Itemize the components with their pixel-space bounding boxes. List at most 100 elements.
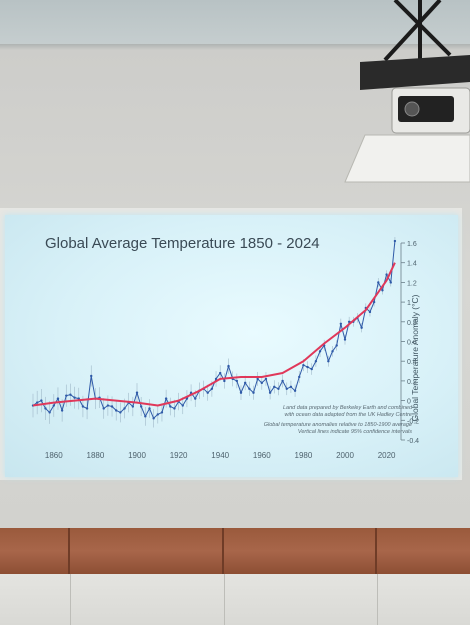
data-point xyxy=(73,396,76,399)
y-tick-label: -0.2 xyxy=(407,418,419,425)
x-tick-label: 1920 xyxy=(170,451,188,460)
ceiling xyxy=(0,0,470,50)
data-point xyxy=(69,393,72,396)
x-tick-label: 2000 xyxy=(336,451,354,460)
data-point xyxy=(214,377,218,381)
wood-seam xyxy=(375,528,377,574)
data-point xyxy=(44,407,47,410)
lower-wall xyxy=(0,574,470,625)
data-point xyxy=(277,387,280,390)
data-point xyxy=(306,365,309,369)
data-point xyxy=(256,377,259,381)
data-point xyxy=(302,363,305,367)
data-point xyxy=(106,404,110,407)
y-tick-label: -0.4 xyxy=(407,438,419,445)
data-point xyxy=(160,411,164,414)
data-point xyxy=(115,409,118,412)
data-point xyxy=(248,387,251,390)
data-point xyxy=(35,401,39,404)
data-point xyxy=(239,391,243,394)
data-point xyxy=(252,391,255,394)
data-point xyxy=(173,407,176,410)
data-point xyxy=(314,360,318,363)
projector-mount xyxy=(344,0,470,183)
credit-line-2: with ocean data adapted from the UK Hadl… xyxy=(284,412,413,418)
data-point xyxy=(289,385,293,389)
data-point xyxy=(331,350,334,353)
data-point xyxy=(389,281,392,284)
x-tick-label: 1940 xyxy=(211,451,229,460)
data-point xyxy=(164,397,168,400)
data-point xyxy=(189,391,193,394)
credit-line-4: Vertical lines indicate 95% confidence i… xyxy=(297,429,412,435)
credit-line-3: Global temperature anomalies relative to… xyxy=(263,422,412,428)
data-point xyxy=(144,415,147,418)
data-point xyxy=(169,405,172,408)
x-tick-label: 1980 xyxy=(295,451,313,460)
projector-lens-icon xyxy=(404,101,420,117)
data-point xyxy=(393,239,397,243)
trend-line xyxy=(32,262,396,407)
data-point xyxy=(148,407,151,410)
data-point xyxy=(343,338,347,341)
x-tick-label: 1860 xyxy=(45,451,63,460)
y-tick-label: 1 xyxy=(407,300,411,307)
y-tick-label: 0 xyxy=(407,399,411,406)
data-point xyxy=(223,379,226,383)
data-point xyxy=(381,289,384,292)
data-point xyxy=(206,391,209,394)
data-point xyxy=(194,397,197,400)
data-point xyxy=(318,350,322,353)
data-point xyxy=(90,374,93,378)
data-point xyxy=(327,360,330,363)
data-point xyxy=(65,394,68,397)
y-tick-label: 1.2 xyxy=(407,280,417,287)
data-point xyxy=(156,413,159,416)
x-tick-label: 1900 xyxy=(128,451,146,460)
data-point xyxy=(152,417,155,420)
data-point xyxy=(339,322,343,325)
data-point xyxy=(81,405,85,408)
data-point xyxy=(310,367,313,371)
data-point xyxy=(139,405,143,408)
data-point xyxy=(385,273,388,276)
data-point xyxy=(260,381,263,385)
data-point xyxy=(56,397,60,400)
chart-title: Global Average Temperature 1850 - 2024 xyxy=(45,235,320,252)
annual-anomaly-line xyxy=(32,240,396,420)
data-point xyxy=(102,407,105,410)
y-tick-label: 0.8 xyxy=(407,320,417,327)
data-point xyxy=(264,377,268,381)
data-point xyxy=(210,387,214,390)
x-tick-label: 2020 xyxy=(378,451,396,460)
y-tick-label: 1.4 xyxy=(407,261,417,268)
data-point xyxy=(135,391,139,394)
ceiling-edge xyxy=(0,44,470,52)
data-point xyxy=(110,405,114,408)
y-tick-label: 0.6 xyxy=(407,340,417,347)
wall-seam xyxy=(224,574,225,625)
data-point xyxy=(243,381,247,385)
data-point xyxy=(48,411,51,414)
data-point xyxy=(181,404,184,407)
y-tick-label: 1.6 xyxy=(407,241,417,248)
projected-slide: Global Average Temperature 1850 - 2024 G… xyxy=(5,215,458,477)
projector-top-plate xyxy=(360,55,470,90)
data-point xyxy=(85,407,89,410)
data-point xyxy=(227,364,230,368)
data-point xyxy=(119,411,122,414)
data-point xyxy=(377,281,380,284)
y-tick-label: 0.2 xyxy=(407,379,417,386)
data-point xyxy=(60,409,64,412)
wood-panel xyxy=(0,528,470,574)
projector-tray xyxy=(344,134,470,183)
data-point xyxy=(360,326,363,329)
wood-seam xyxy=(68,528,70,574)
credit-line-1: Land data prepared by Berkeley Earth and… xyxy=(282,405,412,411)
data-point xyxy=(131,405,135,408)
data-point xyxy=(235,379,239,383)
wall-seam xyxy=(377,574,378,625)
x-tick-label: 1960 xyxy=(253,451,271,460)
data-point xyxy=(52,404,55,407)
wood-seam xyxy=(222,528,224,574)
